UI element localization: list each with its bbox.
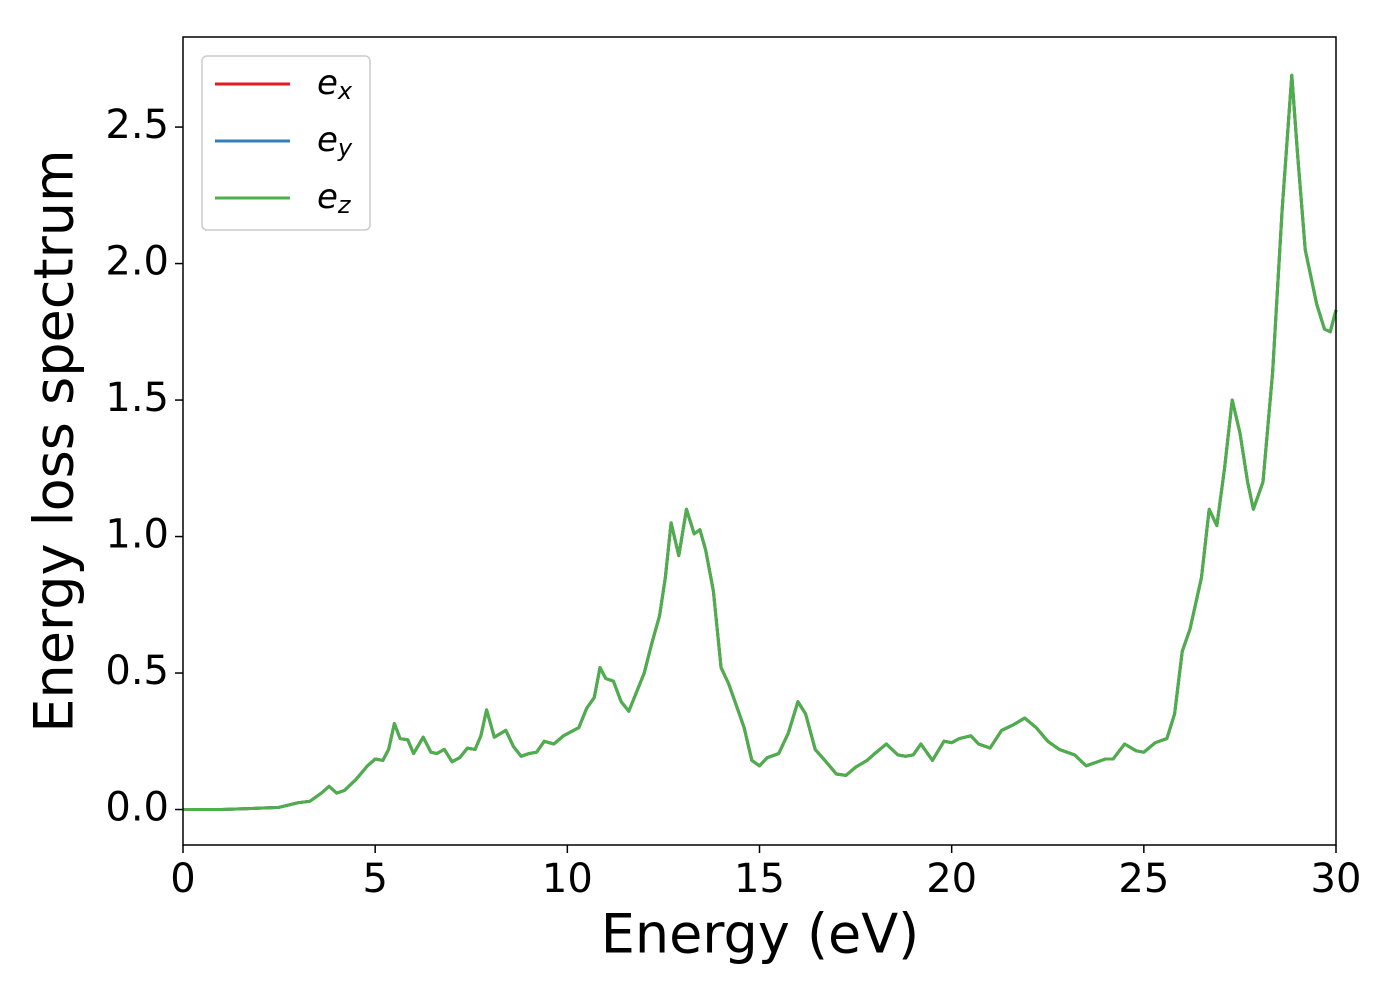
legend-label: ez [317, 177, 352, 220]
legend-label: ex [317, 63, 353, 106]
series-line [183, 73, 1338, 812]
x-tick-label: 10 [542, 856, 593, 902]
x-axis-label: Energy (eV) [601, 903, 920, 966]
x-tick-label: 15 [734, 856, 785, 902]
x-tick-label: 20 [926, 856, 977, 902]
plot-frame [182, 36, 1337, 846]
legend-label: ey [317, 120, 353, 163]
y-axis-label: Energy loss spectrum [23, 149, 86, 732]
x-tick-label: 0 [170, 856, 195, 902]
y-tick-label: 1.0 [105, 512, 169, 558]
x-tick-label: 5 [362, 856, 387, 902]
x-tick-label: 25 [1118, 856, 1169, 902]
y-tick-label: 2.0 [105, 239, 169, 285]
y-tick-label: 1.5 [105, 375, 169, 421]
y-tick-label: 0.0 [105, 785, 169, 831]
y-tick-label: 2.5 [105, 102, 169, 148]
legend-box [201, 55, 371, 231]
x-tick-label: 30 [1311, 856, 1362, 902]
y-tick-label: 0.5 [105, 648, 169, 694]
